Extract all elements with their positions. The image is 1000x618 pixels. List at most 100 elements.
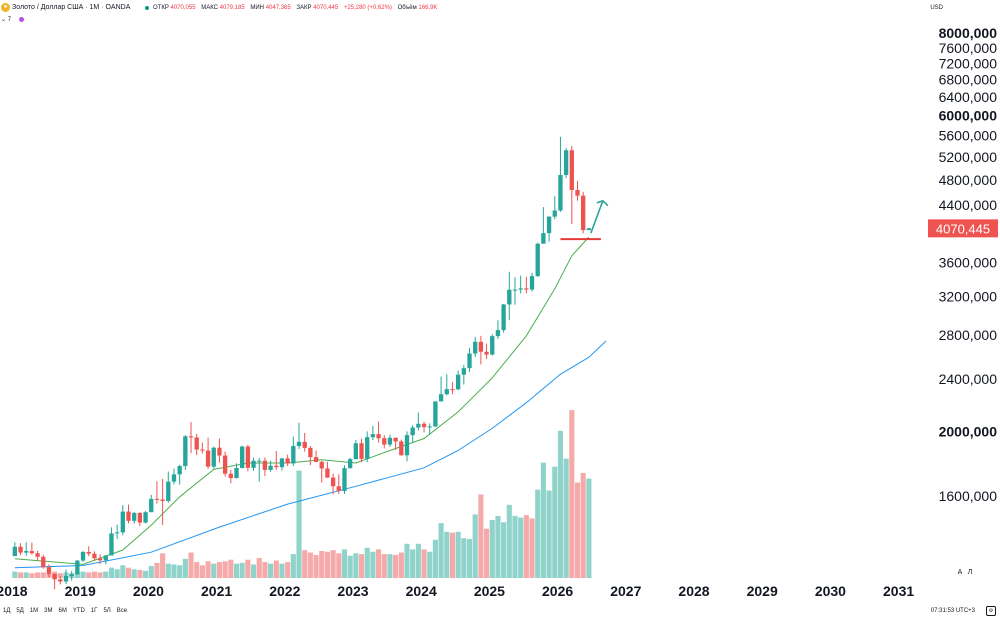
- candle-body: [529, 276, 535, 290]
- candle-body: [183, 436, 188, 467]
- volume-bar: [194, 562, 200, 578]
- candle-body: [433, 401, 438, 427]
- volume-bar: [330, 550, 336, 578]
- ohlc-low-value: 4047,365: [265, 5, 291, 11]
- volume-bar: [239, 562, 245, 578]
- y-tick-label: 4400,000: [939, 197, 998, 213]
- candle-body: [478, 341, 484, 352]
- candle-body: [342, 468, 347, 491]
- candle-body: [569, 150, 574, 191]
- volume-bar: [438, 523, 444, 578]
- candle-body: [217, 447, 222, 456]
- candle-body: [109, 533, 114, 556]
- volume-bar: [29, 573, 35, 578]
- candle-body: [188, 436, 194, 438]
- timeframe-button[interactable]: 1Г: [90, 608, 98, 614]
- candle-body: [353, 443, 359, 460]
- candle-body: [114, 532, 120, 534]
- candle-body: [393, 437, 398, 442]
- y-tick-label: 5200,000: [939, 149, 998, 165]
- ma-slow-line: [14, 340, 607, 569]
- volume-bar: [17, 572, 24, 578]
- candle-body: [359, 443, 364, 459]
- plugin-icon: [18, 16, 24, 22]
- candle-body: [575, 190, 580, 196]
- symbol-title[interactable]: Золото / Доллар США · 1М · OANDA: [12, 4, 131, 11]
- candle-body: [416, 423, 421, 428]
- x-tick-label: 2023: [337, 583, 368, 599]
- y-tick-label: 5600,000: [939, 128, 998, 144]
- y-tick-label: 4800,000: [939, 172, 998, 188]
- timeframe-range-selector: 1Д 5Д 1М 3М 6М YTD 1Г 5Л Все: [3, 608, 133, 614]
- volume-bar: [211, 563, 217, 578]
- y-tick-label: 7200,000: [939, 55, 998, 71]
- candle-body: [535, 243, 540, 277]
- candle-body: [80, 551, 86, 561]
- candle-body: [325, 468, 330, 478]
- ohlc-close-label: ЗАКР: [296, 5, 312, 11]
- moving-averages: [14, 236, 607, 569]
- volume-bar: [216, 562, 222, 578]
- candle-body: [69, 574, 74, 577]
- volume-bar: [529, 518, 535, 578]
- candle-body: [512, 289, 518, 291]
- clock[interactable]: 07:31:53 UTC+3: [930, 608, 975, 614]
- volume-bar: [86, 572, 92, 578]
- volume-bar: [421, 549, 427, 578]
- volume-bar: [398, 552, 404, 578]
- ohlc-volume-value: 166,9K: [418, 5, 438, 11]
- auto-scale-button[interactable]: А: [958, 569, 963, 576]
- candle-body: [438, 394, 444, 402]
- annotations: [560, 199, 609, 241]
- y-tick-label: 2400,000: [939, 371, 998, 387]
- volume-bar: [461, 538, 467, 578]
- timeframe-button[interactable]: 1М: [29, 608, 39, 614]
- ohlc-close-value: 4070,445: [313, 5, 339, 11]
- volume-bars: [12, 410, 592, 578]
- timeframe-button[interactable]: YTD: [72, 608, 85, 614]
- timeframe-button[interactable]: Все: [116, 608, 128, 614]
- volume-bar: [580, 473, 586, 578]
- candle-body: [444, 389, 449, 395]
- candle-body: [552, 210, 557, 217]
- y-tick-label: 1600,000: [939, 488, 998, 504]
- candle-body: [86, 551, 91, 554]
- ohlc-change-value: +25,280 (+0,62%): [343, 5, 392, 11]
- volume-bar: [484, 528, 490, 578]
- candle-body: [171, 474, 177, 482]
- candle-body: [291, 446, 296, 464]
- volume-bar: [449, 532, 456, 578]
- candle-body: [302, 441, 307, 448]
- settings-icon[interactable]: ⚙: [986, 606, 996, 616]
- volume-bar: [40, 572, 46, 578]
- volume-bar: [393, 554, 399, 578]
- timeframe-button[interactable]: 3М: [44, 608, 53, 614]
- volume-bar: [296, 470, 302, 578]
- timeframe-button[interactable]: 5Д: [16, 608, 24, 614]
- volume-bar: [319, 550, 325, 578]
- volume-bar: [143, 570, 149, 578]
- volume-bar: [256, 558, 262, 578]
- volume-bar: [74, 572, 80, 578]
- price-chart[interactable]: 8000,0007600,0007200,0006800,0006400,000…: [0, 0, 1000, 604]
- candle-body: [274, 465, 279, 468]
- ohlc-open-label: ОТКР: [153, 5, 169, 11]
- ohlc-legend: ОТКР 4070,055 МАКС 4079,185 МИН 4047,365…: [153, 5, 441, 11]
- log-scale-button[interactable]: Л: [968, 569, 973, 576]
- candle-body: [376, 434, 381, 439]
- ohlc-low-label: МИН: [250, 5, 265, 11]
- timeframe-button[interactable]: 5Л: [103, 608, 111, 614]
- x-tick-label: 2025: [474, 583, 505, 599]
- volume-bar: [472, 514, 478, 578]
- currency-label[interactable]: USD: [930, 5, 943, 11]
- candle-body: [541, 233, 546, 244]
- timeframe-button[interactable]: 1Д: [3, 608, 11, 614]
- volume-bar: [302, 550, 308, 578]
- volume-bar: [478, 494, 484, 578]
- candle-body: [41, 556, 46, 568]
- indicators-toggle[interactable]: ⌄ 7: [1, 16, 24, 23]
- volume-bar: [177, 565, 183, 578]
- timeframe-button[interactable]: 6М: [58, 608, 67, 614]
- volume-bar: [97, 572, 103, 578]
- volume-bar: [427, 551, 433, 578]
